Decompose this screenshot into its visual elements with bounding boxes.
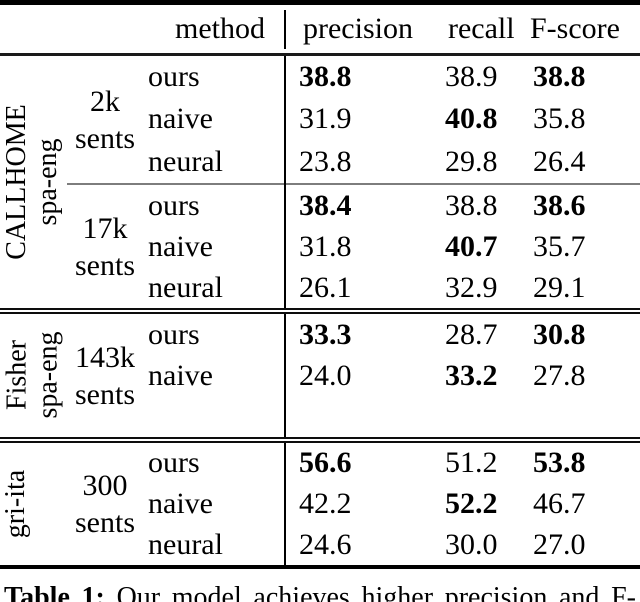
table-row: ours 56.6 51.2 53.8 bbox=[145, 443, 640, 484]
fscore-cell: 27.8 bbox=[533, 358, 586, 392]
table-header-row: method precision recall F-score bbox=[0, 5, 640, 53]
recall-cell: 38.8 bbox=[445, 188, 498, 222]
header-method: method bbox=[175, 12, 265, 45]
column-separator-line bbox=[284, 314, 286, 437]
header-precision: precision bbox=[303, 12, 413, 45]
precision-cell: 33.3 bbox=[299, 317, 352, 351]
recall-cell: 28.7 bbox=[445, 317, 498, 351]
caption-text: Our model achieves higher precision and … bbox=[116, 582, 636, 602]
method-cell: naive bbox=[148, 229, 213, 263]
method-cell: ours bbox=[148, 60, 200, 94]
table-row: neural 23.8 29.8 26.4 bbox=[145, 141, 640, 183]
size-label-300: 300 sents bbox=[75, 469, 135, 539]
caption-label: Table 1: bbox=[4, 582, 105, 602]
header-recall: recall bbox=[448, 12, 515, 45]
precision-cell: 31.8 bbox=[299, 229, 352, 263]
method-cell: ours bbox=[148, 317, 200, 351]
table-row: naive 31.9 40.8 35.8 bbox=[145, 98, 640, 140]
table-row: neural 24.6 30.0 27.0 bbox=[145, 524, 640, 565]
fscore-cell: 30.8 bbox=[533, 317, 586, 351]
recall-cell: 40.7 bbox=[445, 229, 498, 263]
method-cell: neural bbox=[148, 270, 223, 304]
column-separator-line bbox=[284, 56, 286, 308]
bottom-rule bbox=[0, 565, 640, 569]
section-divider bbox=[0, 437, 640, 443]
precision-cell: 24.6 bbox=[299, 527, 352, 561]
table-row: ours 38.8 38.9 38.8 bbox=[145, 56, 640, 98]
group-divider-line bbox=[67, 183, 640, 185]
recall-cell: 30.0 bbox=[445, 527, 498, 561]
precision-cell: 24.0 bbox=[299, 358, 352, 392]
recall-cell: 38.9 bbox=[445, 60, 498, 94]
method-cell: naive bbox=[148, 102, 213, 136]
fscore-cell: 26.4 bbox=[533, 144, 586, 178]
table-row: naive 42.2 52.2 46.7 bbox=[145, 484, 640, 525]
fscore-cell: 46.7 bbox=[533, 487, 586, 520]
precision-cell: 31.9 bbox=[299, 102, 352, 136]
column-separator-line bbox=[284, 10, 286, 49]
recall-cell: 32.9 bbox=[445, 270, 498, 304]
section-gri-ita: gri-ita 300 sents ours 56.6 51.2 53.8 na… bbox=[0, 443, 640, 565]
section-divider bbox=[0, 308, 640, 314]
subgroup-143k: 143k sents ours 33.3 28.7 30.8 naive 24.… bbox=[0, 314, 640, 437]
recall-cell: 52.2 bbox=[445, 487, 498, 520]
fscore-cell: 29.1 bbox=[533, 270, 586, 304]
subgroup-2k: 2k sents ours 38.8 38.9 38.8 naive 31.9 … bbox=[0, 56, 640, 183]
precision-cell: 38.4 bbox=[299, 188, 352, 222]
method-cell: neural bbox=[148, 144, 223, 178]
precision-cell: 26.1 bbox=[299, 270, 352, 304]
table-row: ours 38.4 38.8 38.6 bbox=[145, 185, 640, 226]
method-cell: ours bbox=[148, 446, 200, 480]
section-fisher: Fisher spa-eng 143k sents ours 33.3 28.7… bbox=[0, 314, 640, 437]
fscore-cell: 38.8 bbox=[533, 60, 586, 94]
size-label-143k: 143k sents bbox=[75, 340, 135, 411]
column-separator-line bbox=[284, 443, 286, 565]
table-row: naive 24.0 33.2 27.8 bbox=[145, 355, 640, 396]
fscore-cell: 53.8 bbox=[533, 446, 586, 480]
method-cell: naive bbox=[148, 358, 213, 392]
size-label-2k: 2k sents bbox=[75, 84, 135, 155]
header-rule bbox=[0, 53, 640, 56]
fscore-cell: 35.8 bbox=[533, 102, 586, 136]
section-callhome: CALLHOME spa-eng 2k sents ours 38.8 38.9… bbox=[0, 56, 640, 308]
table-row: naive 31.8 40.7 35.7 bbox=[145, 226, 640, 267]
table-row-empty bbox=[145, 396, 640, 437]
table-caption: Table 1: Our model achieves higher preci… bbox=[0, 582, 640, 602]
precision-cell: 56.6 bbox=[299, 446, 352, 480]
method-cell: naive bbox=[148, 487, 213, 520]
table-row: neural 26.1 32.9 29.1 bbox=[145, 267, 640, 308]
fscore-cell: 35.7 bbox=[533, 229, 586, 263]
precision-cell: 42.2 bbox=[299, 487, 352, 520]
recall-cell: 29.8 bbox=[445, 144, 498, 178]
precision-cell: 23.8 bbox=[299, 144, 352, 178]
fscore-cell: 27.0 bbox=[533, 527, 586, 561]
fscore-cell: 38.6 bbox=[533, 188, 586, 222]
recall-cell: 40.8 bbox=[445, 102, 498, 136]
precision-cell: 38.8 bbox=[299, 60, 352, 94]
subgroup-300: 300 sents ours 56.6 51.2 53.8 naive 42.2… bbox=[0, 443, 640, 565]
recall-cell: 33.2 bbox=[445, 358, 498, 392]
table-row: ours 33.3 28.7 30.8 bbox=[145, 314, 640, 355]
header-fscore: F-score bbox=[530, 12, 620, 45]
top-rule bbox=[0, 0, 640, 5]
method-cell: neural bbox=[148, 527, 223, 561]
size-label-17k: 17k sents bbox=[75, 211, 135, 282]
recall-cell: 51.2 bbox=[445, 446, 498, 480]
method-cell: ours bbox=[148, 188, 200, 222]
subgroup-17k: 17k sents ours 38.4 38.8 38.6 naive 31.8… bbox=[0, 185, 640, 308]
